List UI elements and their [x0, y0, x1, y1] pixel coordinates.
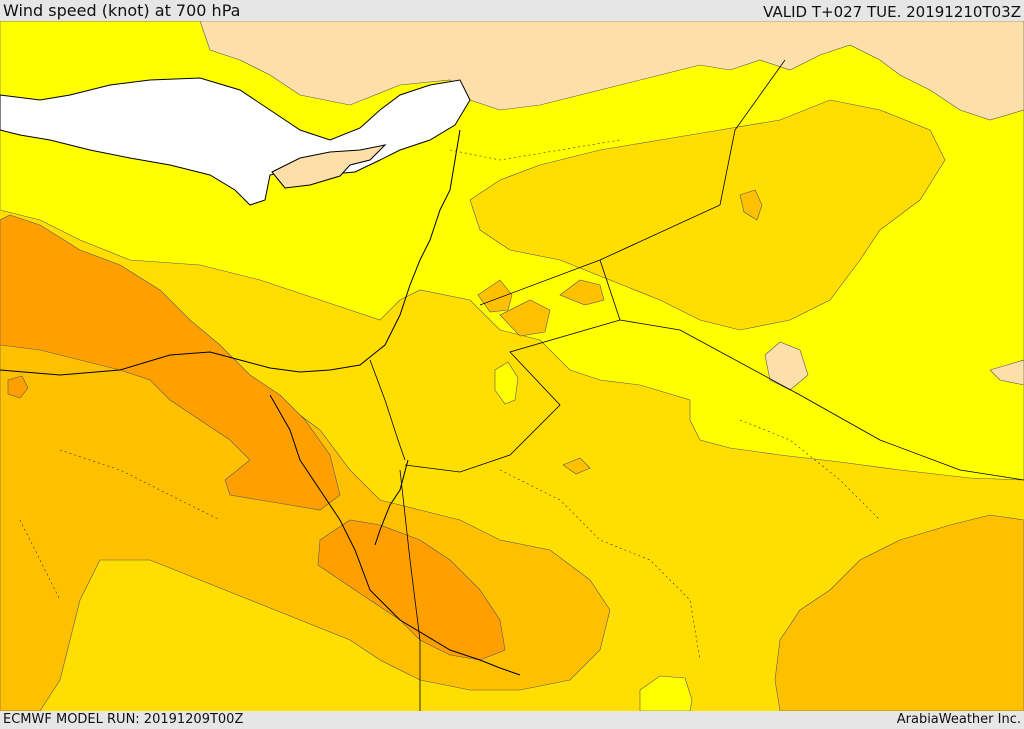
field-patch-light-east-edge: [989, 359, 1024, 386]
field-patch-yellow-south: [639, 675, 693, 711]
map-title: Wind speed (knot) at 700 hPa: [3, 1, 241, 20]
admin-boundaries: [19, 139, 881, 661]
field-patch-amber-5: [562, 457, 591, 475]
field-band-light-north: [0, 21, 1024, 121]
mediterranean-sea: [0, 77, 471, 206]
footer-bar: [0, 711, 1024, 729]
wind-speed-map: [0, 21, 1024, 711]
borders: [369, 59, 1024, 711]
field-band-orange-west: [0, 214, 341, 511]
valid-time: VALID T+027 TUE. 20191210T03Z: [763, 3, 1021, 21]
map-canvas: [0, 21, 1024, 711]
field-patch-amber-4: [739, 189, 763, 221]
field-band-amber-east: [774, 514, 1024, 711]
field-patch-gold-east: [469, 99, 946, 331]
model-run: ECMWF MODEL RUN: 20191209T00Z: [3, 712, 244, 727]
field-patch-yellow-1: [494, 361, 519, 405]
cyprus-island: [271, 144, 387, 189]
header-bar: [0, 0, 1024, 21]
field-patch-amber-3: [499, 299, 551, 337]
field-band-orange-redsea: [317, 519, 506, 661]
coastlines: [0, 129, 521, 676]
field-patch-amber-2: [559, 279, 605, 306]
credit: ArabiaWeather Inc.: [896, 712, 1021, 727]
field-patch-amber-1: [477, 279, 513, 313]
field-patch-orange-1: [7, 375, 29, 399]
field-patch-light-east: [764, 341, 809, 391]
